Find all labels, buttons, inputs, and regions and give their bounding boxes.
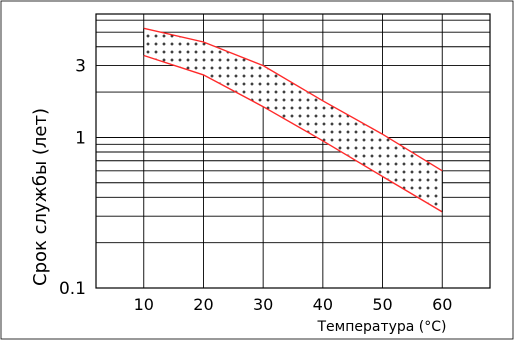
- y-tick-label: 1: [75, 128, 86, 148]
- y-tick-label: 0.1: [59, 279, 86, 299]
- upper-boundary-line: [143, 27, 443, 172]
- y-axis-label: Срок службы (лет): [30, 108, 51, 286]
- life-band: [143, 27, 443, 213]
- lower-boundary-line: [143, 54, 443, 213]
- x-tick-label: 20: [193, 295, 213, 314]
- x-axis-label: Температура (°C): [316, 319, 446, 335]
- x-tick-label: 40: [313, 295, 333, 314]
- life-band-fill: [143, 28, 443, 212]
- x-tick-labels: 10 20 30 40 50 60: [134, 295, 453, 314]
- x-tick-label: 30: [253, 295, 273, 314]
- x-tick-label: 60: [432, 295, 452, 314]
- y-tick-labels: 0.1 1 3: [59, 57, 86, 299]
- plot-frame: [95, 13, 491, 289]
- y-tick-label: 3: [75, 57, 86, 77]
- x-tick-label: 50: [372, 295, 392, 314]
- x-tick-label: 10: [134, 295, 154, 314]
